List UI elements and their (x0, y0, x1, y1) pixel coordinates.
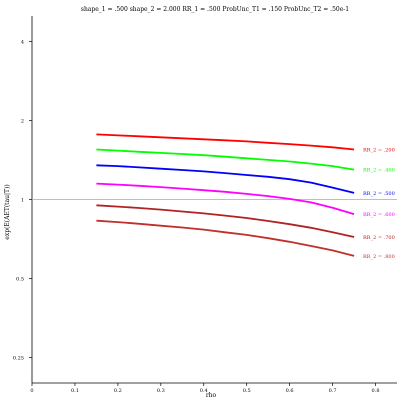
series-label: RR_2 = .500 (363, 191, 395, 197)
series-line (96, 133, 355, 151)
x-tick-label: 0.1 (71, 388, 79, 394)
x-tick-label: 0.3 (157, 388, 165, 394)
x-tick-label: 0.7 (329, 388, 337, 394)
series-label: RR_2 = .600 (363, 212, 395, 218)
x-tick-label: 0.6 (286, 388, 294, 394)
series-label: RR_2 = .700 (363, 235, 395, 241)
series-label: RR_2 = .200 (363, 148, 395, 154)
y-tick-label: 2 (21, 118, 24, 124)
chart-title: shape_1 = .500 shape_2 = 2.000 RR_1 = .5… (81, 6, 349, 13)
y-tick-label: 1 (21, 198, 24, 204)
y-tick-label: 0.5 (16, 277, 24, 283)
series-label: RR_2 = .400 (363, 168, 395, 174)
x-tick-label: 0.4 (200, 388, 208, 394)
series-line (96, 204, 355, 238)
x-tick-label: 0.8 (372, 388, 380, 394)
series-line (96, 164, 355, 194)
series-labels-group: RR_2 = .200 RR_2 = .400 RR_2 = .500 RR_2 = … (363, 148, 395, 260)
y-tick-label: 0.25 (13, 356, 24, 362)
axes-group: 0 0.1 0.2 0.3 0.4 0.5 0.6 0.7 0.8 0.25 0.5 1 2 4 (13, 16, 397, 394)
series-line (96, 148, 355, 171)
y-axis-label: exp(E(AET(tau|T)) (4, 184, 11, 239)
x-tick-label: 0 (30, 388, 33, 394)
x-axis-label: rho (206, 392, 217, 399)
series-label: RR_2 = .800 (363, 254, 395, 260)
x-tick-label: 0.5 (243, 388, 251, 394)
chart-title-group: shape_1 = .500 shape_2 = 2.000 RR_1 = .5… (81, 6, 349, 13)
series-line (96, 182, 355, 215)
y-tick-label: 4 (21, 39, 24, 45)
series-group (96, 133, 355, 257)
x-tick-label: 0.2 (114, 388, 122, 394)
series-line (96, 219, 355, 257)
